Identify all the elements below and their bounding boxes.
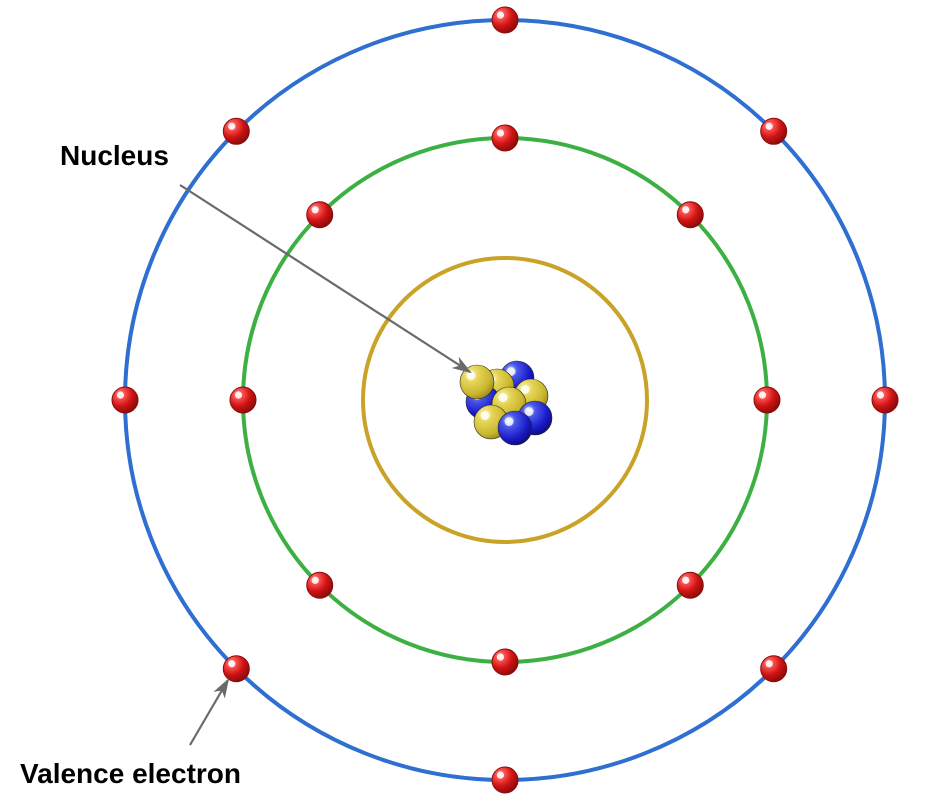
electron-icon bbox=[230, 387, 256, 413]
electron-icon bbox=[307, 202, 333, 228]
electron-icon bbox=[754, 387, 780, 413]
annotation-arrows bbox=[180, 185, 470, 745]
valence-electron-label: Valence electron bbox=[20, 758, 241, 790]
arrow-icon bbox=[190, 680, 228, 745]
valence-electron-icon bbox=[761, 656, 787, 682]
nucleus-label: Nucleus bbox=[60, 140, 169, 172]
valence-electron-icon bbox=[492, 7, 518, 33]
valence-electron-icon bbox=[223, 656, 249, 682]
nucleus bbox=[460, 361, 552, 445]
electron-icon bbox=[492, 125, 518, 151]
valence-electron-icon bbox=[492, 767, 518, 793]
valence-electron-icon bbox=[112, 387, 138, 413]
electron-icon bbox=[492, 649, 518, 675]
atom-svg bbox=[0, 0, 938, 808]
atom-diagram: Nucleus Valence electron bbox=[0, 0, 938, 808]
electron-icon bbox=[677, 202, 703, 228]
valence-electron-icon bbox=[761, 118, 787, 144]
valence-electron-icon bbox=[223, 118, 249, 144]
valence-electron-icon bbox=[872, 387, 898, 413]
electron-icon bbox=[677, 572, 703, 598]
proton-icon bbox=[498, 411, 532, 445]
electron-icon bbox=[307, 572, 333, 598]
